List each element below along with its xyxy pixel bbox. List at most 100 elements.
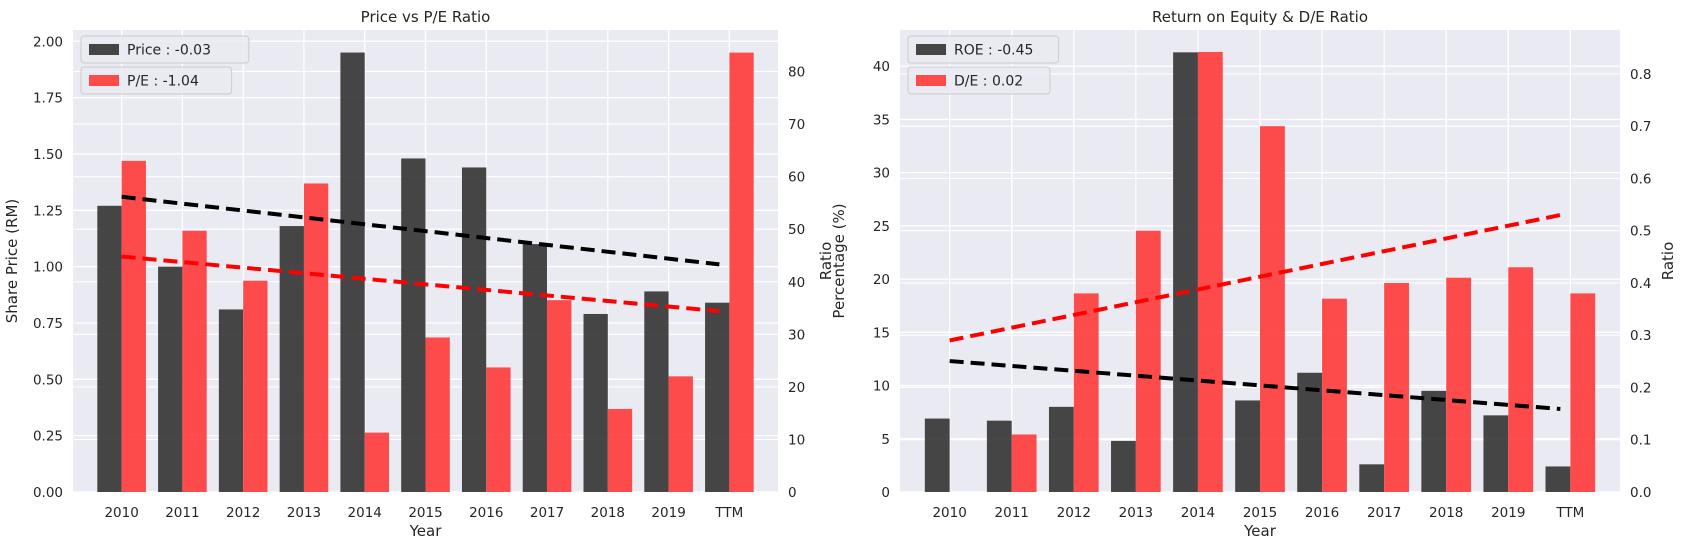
x-axis-label: Year xyxy=(1243,522,1277,540)
bar-dark xyxy=(158,266,183,492)
x-tick-label: 2012 xyxy=(226,505,260,521)
chart-title: Price vs P/E Ratio xyxy=(361,8,491,26)
bar-red xyxy=(1073,293,1099,492)
price-pe-panel: 0.00 0.25 0.50 0.75 1.00 1.25 1.50 1.75 2.00 0 10 2… xyxy=(3,8,835,540)
legend-swatch xyxy=(89,75,119,86)
y2-tick-label: 40 xyxy=(788,275,805,291)
x-tick-label: 2015 xyxy=(408,505,442,521)
bar-dark xyxy=(97,205,122,492)
bar-red xyxy=(1135,230,1161,492)
bar-dark xyxy=(1545,466,1571,492)
trend-line-dark xyxy=(121,194,720,267)
y-tick-label: 35 xyxy=(873,112,890,128)
y2-tick-label: 0.8 xyxy=(1630,67,1651,83)
chart-title: Return on Equity & D/E Ratio xyxy=(1152,8,1368,26)
x-tick-label: 2011 xyxy=(165,505,199,521)
bar-dark xyxy=(1483,415,1509,492)
legend-box xyxy=(80,66,233,95)
bar-red xyxy=(1508,267,1534,492)
x-tick-label: 2013 xyxy=(287,505,321,521)
y2-tick-label: 50 xyxy=(788,222,805,238)
x-axis-label: Year xyxy=(409,522,443,540)
legend-label: ROE : -0.45 xyxy=(954,43,1033,59)
bar-dark xyxy=(1359,464,1385,492)
bar-dark xyxy=(1235,400,1260,492)
x-tick-label: 2017 xyxy=(530,505,564,521)
bar-dark xyxy=(218,309,244,492)
y-axis-label: Percentage (%) xyxy=(830,203,848,318)
y2-tick-label: 80 xyxy=(788,65,805,81)
x-tick-label: 2015 xyxy=(1243,505,1277,521)
bar-red xyxy=(243,280,268,492)
bar-red xyxy=(607,408,633,492)
bar-red xyxy=(1260,126,1285,492)
bar-red xyxy=(1570,293,1596,492)
x-tick-label: 2013 xyxy=(1119,505,1153,521)
bar-dark xyxy=(1173,52,1198,493)
y-tick-label: 1.25 xyxy=(33,203,63,219)
x-tick-label: 2010 xyxy=(104,505,138,521)
y2-tick-label: 70 xyxy=(788,117,805,133)
legend-label: Price : -0.03 xyxy=(127,43,211,59)
x-tick-label: 2019 xyxy=(651,505,685,521)
x-tick-label: 2014 xyxy=(1181,505,1215,521)
y-tick-label: 40 xyxy=(873,59,890,75)
legend-swatch xyxy=(89,44,119,55)
y-tick-label: 5 xyxy=(881,432,890,448)
x-tick-label: 2016 xyxy=(469,505,503,521)
y2-tick-label: 30 xyxy=(788,327,805,343)
bar-dark xyxy=(705,302,730,492)
bar-dark xyxy=(1111,440,1136,492)
bar-red xyxy=(425,337,450,492)
y2-tick-label: 0.5 xyxy=(1630,224,1651,240)
y-tick-label: 0.25 xyxy=(33,429,63,445)
x-tick-label: 2014 xyxy=(348,505,382,521)
bar-dark xyxy=(644,291,669,492)
y2-tick-label: 0.2 xyxy=(1630,380,1651,396)
bar-red xyxy=(1197,51,1223,492)
x-tick-label: 2018 xyxy=(591,505,625,521)
x-tick-label: 2018 xyxy=(1429,505,1463,521)
legend-box xyxy=(907,35,1060,64)
x-tick-label: TTM xyxy=(714,505,743,521)
bar-dark xyxy=(924,418,950,492)
bar-red xyxy=(1384,282,1409,492)
bar-dark xyxy=(1048,406,1074,492)
x-tick-label: 2016 xyxy=(1305,505,1339,521)
y-tick-label: 0.50 xyxy=(33,372,63,388)
y2-tick-label: 20 xyxy=(788,380,805,396)
bar-dark xyxy=(1421,390,1447,492)
bar-dark xyxy=(522,244,548,492)
bar-red xyxy=(303,183,329,492)
bar-red xyxy=(486,367,511,492)
bar-red xyxy=(182,230,207,493)
y2-tick-label: 0.3 xyxy=(1630,328,1651,344)
y2-tick-label: 0.4 xyxy=(1630,276,1651,292)
bar-dark xyxy=(583,313,608,492)
y2-tick-label: 0.1 xyxy=(1630,433,1651,449)
x-tick-label: 2017 xyxy=(1367,505,1401,521)
y-tick-label: 2.00 xyxy=(33,34,63,50)
y-tick-label: 30 xyxy=(873,166,890,182)
x-tick-label: 2019 xyxy=(1491,505,1525,521)
y-tick-label: 15 xyxy=(873,325,890,341)
y-tick-label: 20 xyxy=(873,272,890,288)
y-tick-label: 10 xyxy=(873,379,890,395)
legend-label: D/E : 0.02 xyxy=(954,74,1023,90)
bar-red xyxy=(668,376,693,492)
bar-red xyxy=(121,160,146,492)
roe-de-panel: 0 5 10 15 20 25 30 35 40 0.0 0.1 0.2 0.3 0.4 0.5 0.6 0.7… xyxy=(830,8,1677,540)
y-axis-label: Share Price (RM) xyxy=(3,199,21,323)
y-tick-label: 1.50 xyxy=(33,147,63,163)
y2-tick-label: 0 xyxy=(788,485,797,501)
bar-red xyxy=(729,52,754,493)
y-tick-label: 1.00 xyxy=(33,260,63,276)
y2-tick-label: 0.0 xyxy=(1630,485,1651,501)
bar-dark xyxy=(1297,372,1323,492)
legend-box xyxy=(80,35,250,64)
bar-red xyxy=(1446,277,1472,492)
x-tick-label: 2011 xyxy=(995,505,1029,521)
bar-dark xyxy=(461,167,487,492)
bar-dark xyxy=(279,226,304,492)
